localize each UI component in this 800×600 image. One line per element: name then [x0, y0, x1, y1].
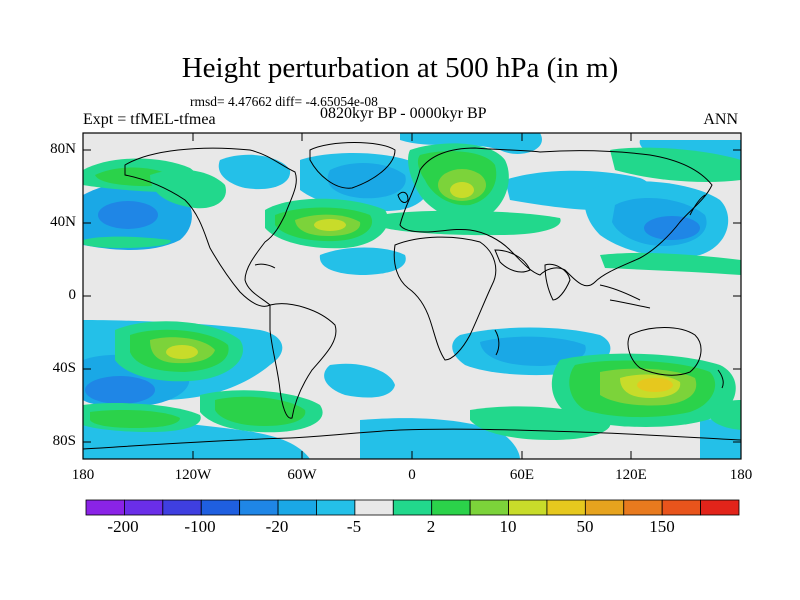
- coast-north-america: [124, 147, 297, 307]
- colorbar-swatch: [316, 499, 356, 516]
- colorbar-swatch: [700, 499, 740, 516]
- coastlines: [83, 142, 741, 450]
- season-label: ANN: [703, 111, 738, 128]
- period-text: 0820kyr BP - 0000kyr BP: [320, 105, 487, 122]
- coast-greenland: [309, 142, 396, 189]
- colorbar-swatch: [200, 499, 241, 516]
- colorbar-swatch: [546, 499, 586, 516]
- colorbar-swatch: [661, 499, 701, 516]
- lat-label-0: 0: [68, 287, 77, 303]
- coast-eurasia: [399, 147, 713, 287]
- colorbar-swatch: [277, 499, 317, 516]
- lon-label-180w: 180: [71, 467, 95, 483]
- colorbar-label-neg100: -100: [184, 517, 216, 536]
- lat-label-40s: 40S: [52, 360, 76, 376]
- map-ticks: [82, 133, 742, 459]
- lon-label-60w: 60W: [287, 467, 317, 483]
- experiment-text: Expt = tfMEL-tfmea: [83, 111, 216, 128]
- colorbar-label-10: 10: [499, 517, 517, 536]
- colorbar-swatch: [124, 499, 164, 516]
- colorbar-swatch: [469, 499, 509, 516]
- coast-antarctica: [83, 428, 741, 450]
- coast-south-america: [269, 303, 337, 419]
- lon-label-60e: 60E: [509, 467, 535, 483]
- colorbar-label-150: 150: [649, 517, 675, 536]
- anomaly-north-pacific-core: [98, 201, 158, 229]
- coast-australia: [627, 327, 702, 376]
- lon-label-0: 0: [408, 467, 416, 483]
- lon-label-120w: 120W: [174, 467, 212, 483]
- contour-field: [83, 133, 741, 459]
- colorbar-swatch: [162, 499, 202, 516]
- stats-text: rmsd= 4.47662 diff= -4.65054e-08: [190, 94, 378, 109]
- lat-label-80s: 80S: [52, 433, 76, 449]
- colorbar: [85, 499, 740, 516]
- colorbar-label-2: 2: [426, 517, 436, 536]
- lon-label-120e: 120E: [615, 467, 647, 483]
- colorbar-label-neg200: -200: [107, 517, 139, 536]
- lon-label-180e: 180: [729, 467, 753, 483]
- colorbar-swatch: [392, 499, 433, 516]
- colorbar-label-neg5: -5: [346, 517, 362, 536]
- colorbar-swatch: [431, 499, 471, 516]
- colorbar-swatch: [623, 499, 663, 516]
- colorbar-swatch: [239, 499, 279, 516]
- colorbar-swatch: [508, 499, 548, 516]
- coast-africa: [393, 236, 497, 361]
- colorbar-swatch: [354, 499, 394, 516]
- colorbar-swatch: [584, 499, 625, 516]
- lat-label-40n: 40N: [50, 214, 76, 230]
- colorbar-swatch: [85, 499, 125, 516]
- colorbar-label-neg20: -20: [265, 517, 289, 536]
- colorbar-label-50: 50: [576, 517, 594, 536]
- lat-label-80n: 80N: [50, 141, 76, 157]
- plot-title: Height perturbation at 500 hPa (in m): [181, 52, 619, 84]
